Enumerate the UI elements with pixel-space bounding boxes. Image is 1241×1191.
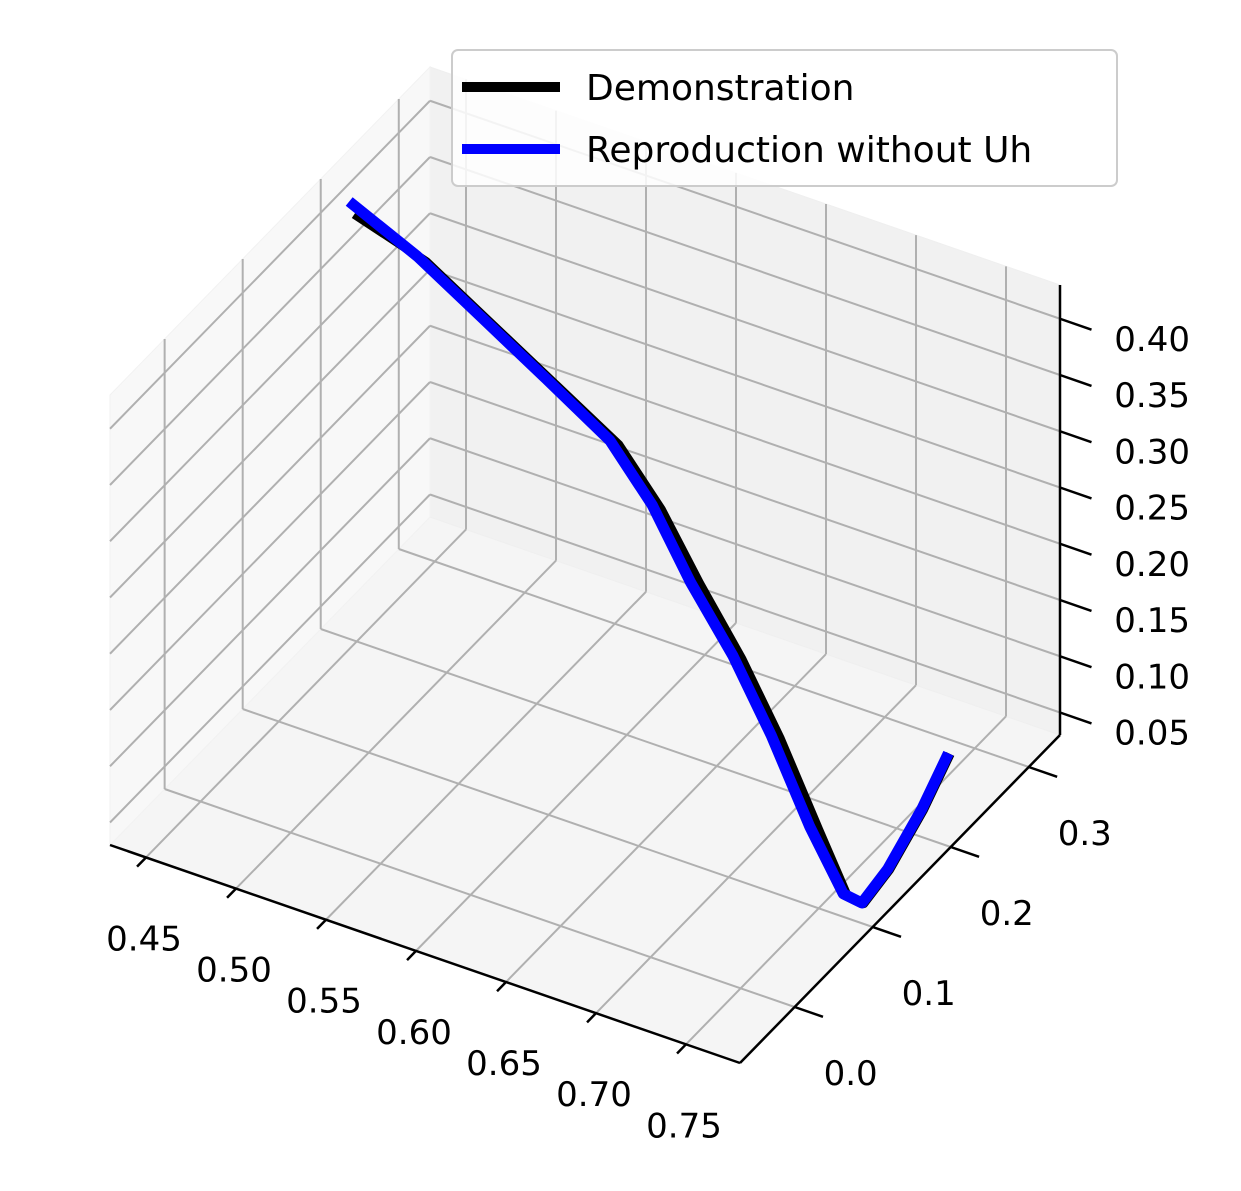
grid-x-floor	[235, 559, 557, 890]
grid-x-floor	[415, 622, 737, 952]
z-tick-label: 0.25	[1114, 489, 1190, 529]
z-tick-label: 0.15	[1114, 601, 1190, 641]
x-tick	[586, 1012, 597, 1024]
x-tick-label: 0.70	[556, 1075, 632, 1115]
grid-y-floor	[164, 788, 795, 1008]
y-axis-line	[739, 734, 1061, 1064]
grid-z-back	[429, 381, 1061, 601]
x-tick-label: 0.60	[376, 1013, 452, 1053]
y-tick	[872, 925, 902, 938]
z-tick	[1059, 711, 1092, 725]
x-tick-label: 0.45	[106, 919, 182, 959]
x-tick	[316, 918, 327, 930]
x-tick	[676, 1043, 687, 1055]
left-pane	[109, 65, 431, 847]
y-tick	[1028, 765, 1058, 778]
x-tick	[406, 950, 417, 961]
y-tick-label: 0.2	[980, 894, 1034, 934]
grid-z-left	[109, 268, 431, 599]
z-tick-label: 0.40	[1114, 320, 1190, 360]
grid-z-left	[109, 437, 431, 767]
y-tick-label: 0.0	[824, 1054, 878, 1094]
x-tick-label: 0.65	[466, 1044, 542, 1084]
grid-z-left	[109, 100, 431, 430]
z-tick	[1059, 542, 1092, 556]
grid-z-back	[429, 437, 1061, 658]
z-tick	[1059, 373, 1092, 388]
y-tick	[794, 1005, 824, 1018]
y-tick-label: 0.1	[902, 974, 956, 1014]
grid-y-floor	[320, 628, 952, 848]
grid-x-floor	[505, 653, 827, 983]
z-tick	[1059, 430, 1092, 444]
grid-z-back	[429, 156, 1061, 376]
grid-y-floor	[398, 548, 1030, 768]
z-tick-label: 0.35	[1114, 376, 1190, 416]
x-tick-label: 0.50	[196, 951, 272, 991]
x-tick-label: 0.55	[286, 982, 362, 1022]
z-tick-label: 0.10	[1114, 657, 1190, 697]
series-line-reproduction	[345, 197, 954, 909]
z-tick-label: 0.05	[1114, 714, 1190, 754]
y-tick-label: 0.3	[1058, 814, 1112, 854]
z-tick	[1059, 486, 1092, 500]
grid-x-floor	[145, 528, 467, 859]
z-tick-label: 0.20	[1114, 545, 1190, 585]
grid-z-left	[109, 325, 431, 655]
tick-marks	[136, 317, 1092, 1055]
grid-z-back	[429, 493, 1061, 714]
grid-z-left	[109, 381, 431, 711]
grid-z-left	[109, 493, 431, 824]
tick-labels: 0.45 0.50 0.55 0.60 0.65 0.70 0.75 0.0 0.1 0.2 0.3…	[106, 320, 1190, 1147]
legend: Demonstration Reproduction without Uh	[451, 49, 1118, 187]
z-tick	[1059, 317, 1092, 331]
series-lines	[345, 197, 955, 909]
x-tick	[226, 887, 237, 899]
legend-frame	[451, 49, 1118, 187]
axis-lines	[109, 285, 1062, 1065]
grid-z-left	[109, 212, 431, 542]
x-axis-line	[109, 843, 741, 1065]
x-tick-label: 0.75	[646, 1106, 722, 1146]
grid-x-floor	[325, 591, 647, 921]
grid-z-back	[429, 212, 1061, 433]
grid-z-back	[429, 268, 1061, 489]
grid-x-floor	[685, 715, 1007, 1046]
grid-z-left	[109, 156, 431, 486]
z-tick	[1059, 598, 1092, 613]
grid-x-floor	[595, 684, 917, 1014]
z-tick-label: 0.30	[1114, 432, 1190, 472]
legend-label-reproduction: Reproduction without Uh	[586, 130, 1032, 171]
legend-label-demonstration: Demonstration	[586, 68, 854, 109]
y-tick	[950, 845, 980, 858]
grid-y-floor	[242, 708, 874, 928]
x-tick	[496, 981, 507, 993]
z-tick	[1059, 655, 1092, 669]
x-tick	[136, 856, 147, 868]
